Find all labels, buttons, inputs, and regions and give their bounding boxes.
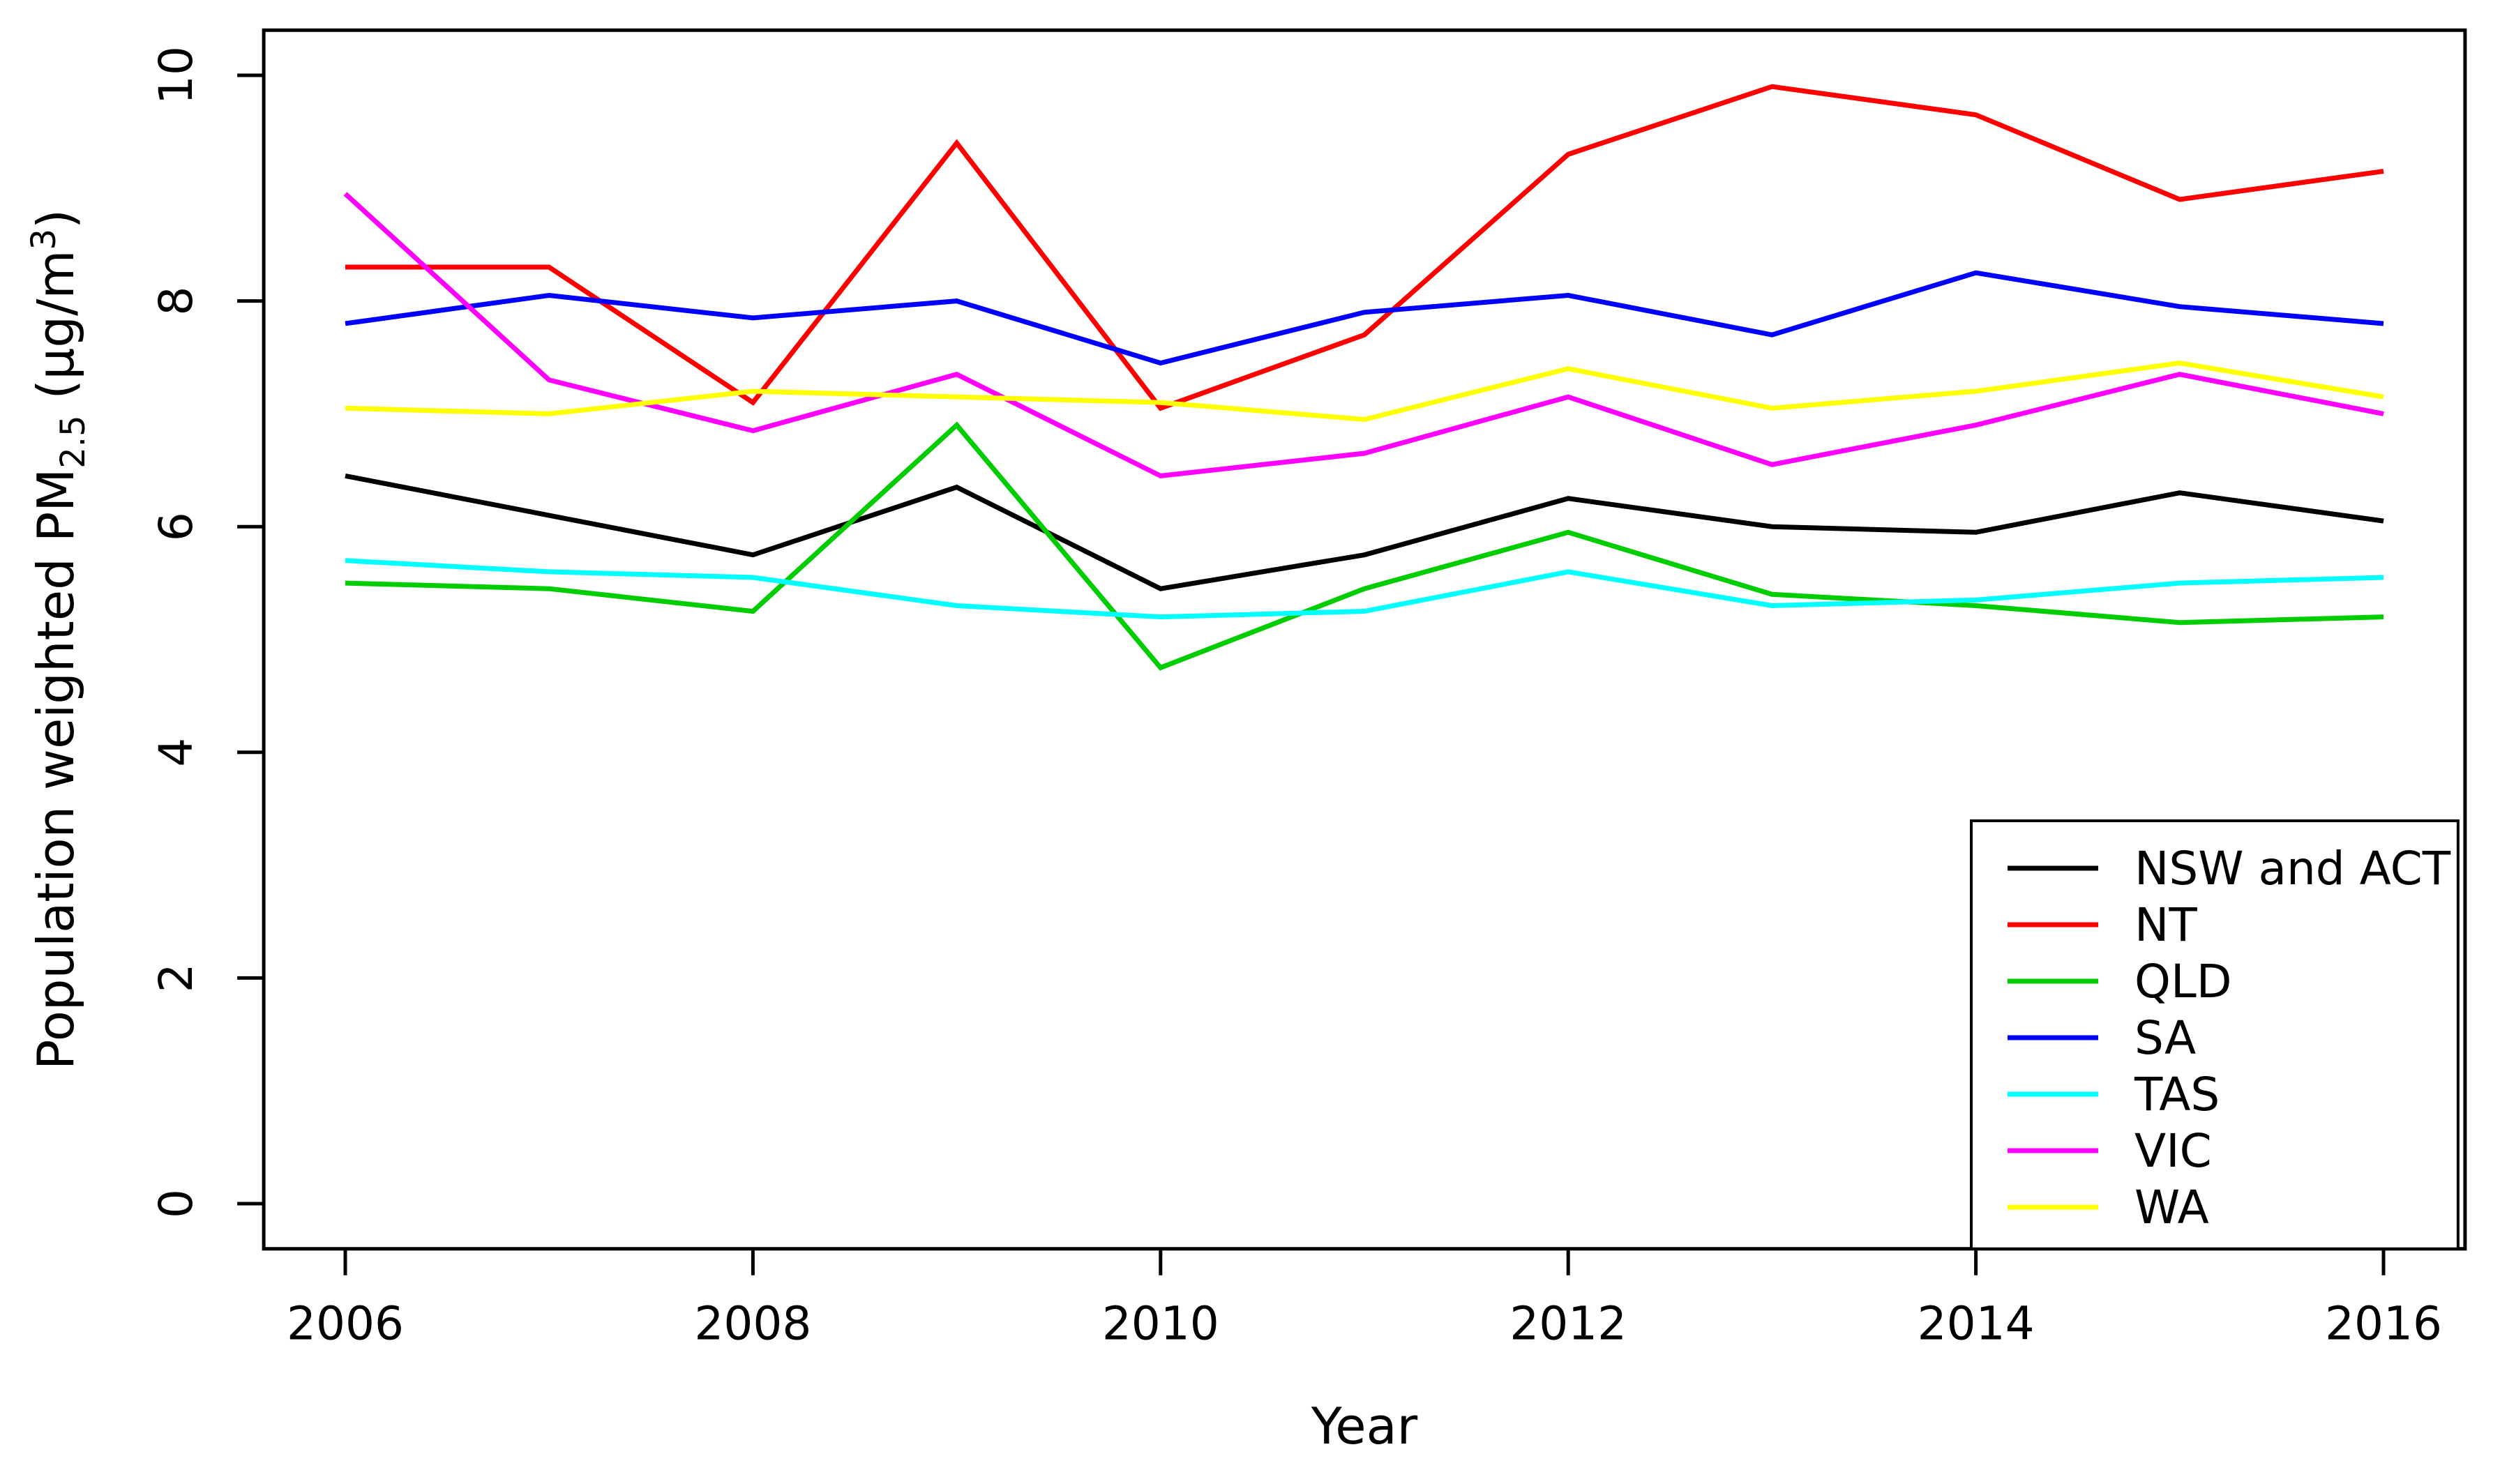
legend-box <box>1970 819 2460 1250</box>
y-tick-label: 8 <box>149 287 203 316</box>
y-tick-label: 2 <box>149 963 203 992</box>
legend-item-label: QLD <box>2134 955 2232 1008</box>
series-line-qld <box>345 421 2384 671</box>
legend-item: NSW and ACT <box>2008 842 2451 895</box>
y-axis-title: Population weighted PM2.5 (µg/m3) <box>24 209 93 1070</box>
legend-item-label: SA <box>2134 1011 2196 1065</box>
series-line-tas <box>345 558 2384 620</box>
y-tick-label: 0 <box>149 1189 203 1218</box>
legend-item-label: NSW and ACT <box>2134 842 2451 895</box>
x-tick-label: 2014 <box>1918 1297 2035 1351</box>
plot-frame <box>262 28 2467 1251</box>
x-tick-label: 2016 <box>2325 1297 2442 1351</box>
legend-item-label: VIC <box>2134 1124 2212 1178</box>
legend-item-label: TAS <box>2134 1068 2220 1121</box>
legend-item-label: NT <box>2134 898 2197 952</box>
legend-item-label: WA <box>2134 1181 2209 1234</box>
x-axis: 2006 2008 2010 2012 2014 2016 <box>287 1248 2442 1351</box>
series-line-vic <box>343 192 2384 478</box>
series-line-nsw-and-act <box>345 473 2384 591</box>
legend-item: VIC <box>2008 1124 2212 1178</box>
series-group <box>343 84 2384 671</box>
legend-item: WA <box>2008 1181 2209 1234</box>
y-tick-label: 10 <box>149 46 203 105</box>
y-tick-label: 4 <box>149 738 203 767</box>
series-line-sa <box>345 270 2384 366</box>
x-tick-label: 2010 <box>1102 1297 1219 1351</box>
x-tick-label: 2006 <box>287 1297 404 1351</box>
y-axis: 0 2 4 6 8 10 <box>149 46 264 1218</box>
series-line-wa <box>345 361 2384 423</box>
y-tick-label: 6 <box>149 512 203 541</box>
series-line-nt <box>345 84 2384 411</box>
x-tick-label: 2012 <box>1509 1297 1627 1351</box>
legend-item: QLD <box>2008 955 2232 1008</box>
x-axis-title: Year <box>1311 1397 1418 1455</box>
legend-item: NT <box>2008 898 2197 952</box>
x-tick-label: 2008 <box>694 1297 811 1351</box>
legend-item: TAS <box>2008 1068 2220 1121</box>
legend-item: SA <box>2008 1011 2196 1065</box>
